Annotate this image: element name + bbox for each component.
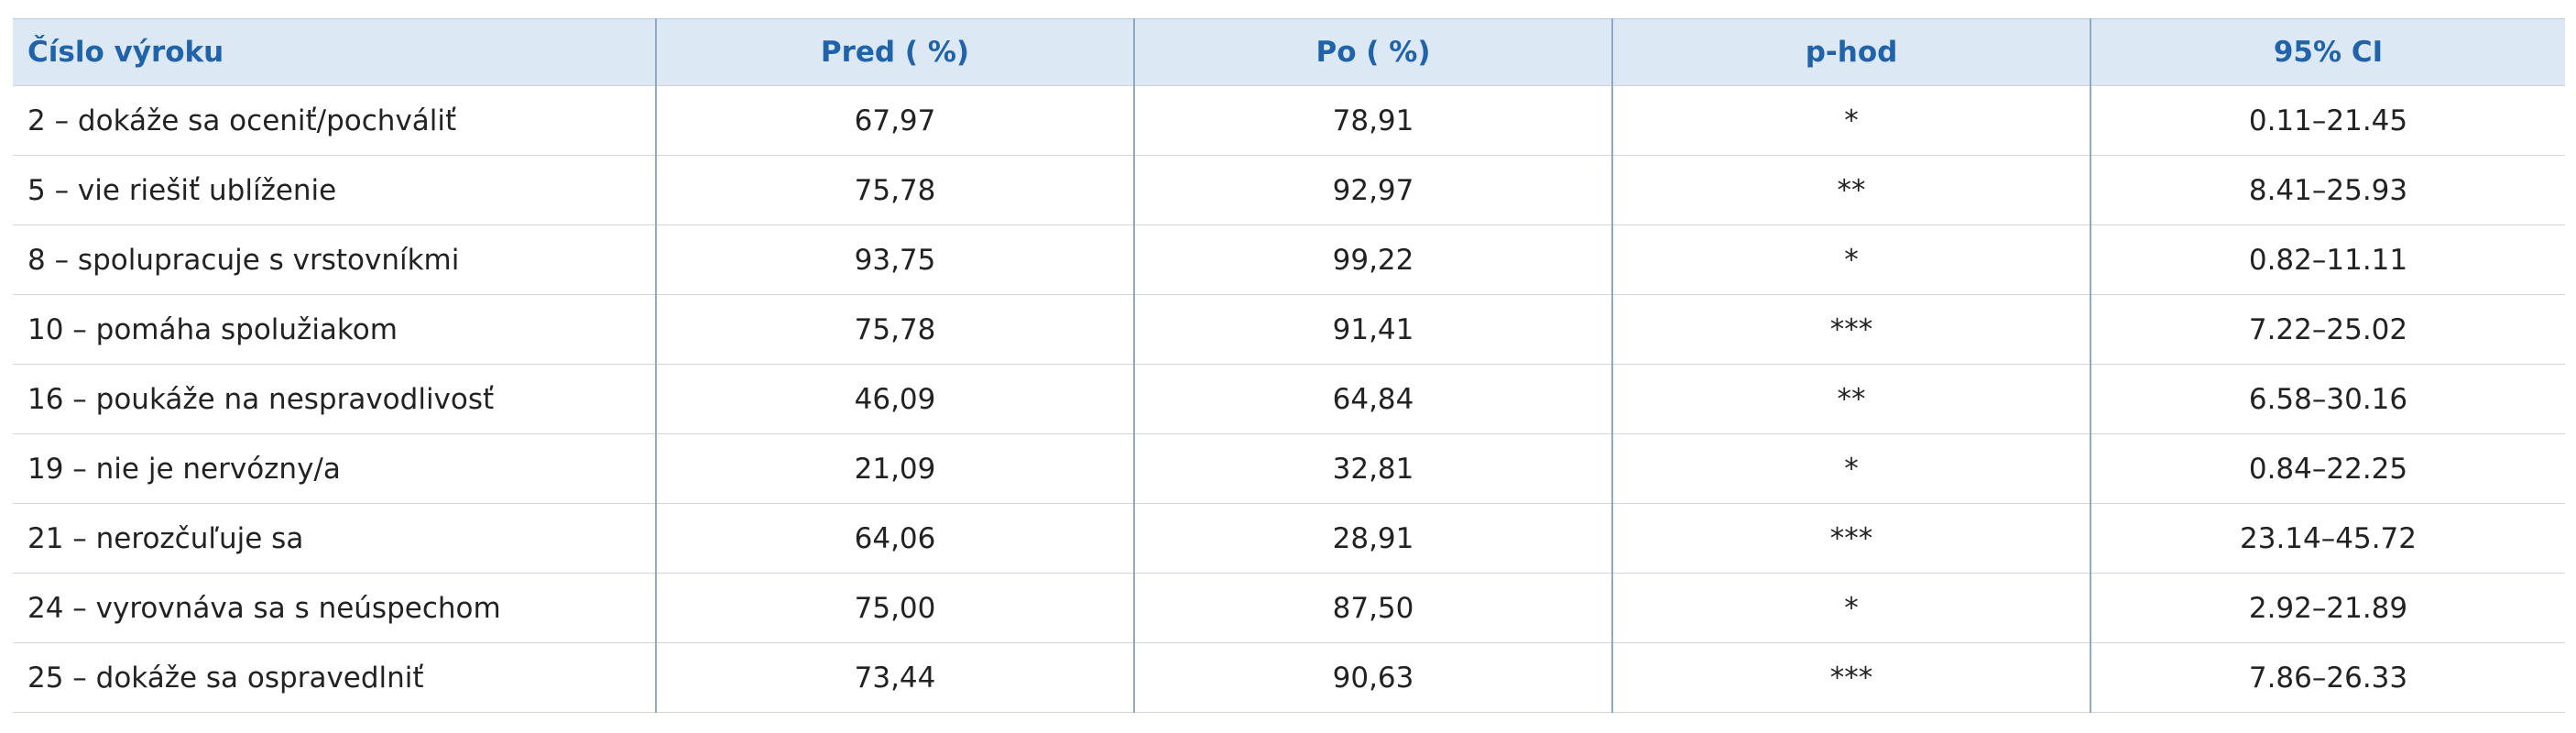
table-cell: 46,09 <box>655 364 1135 434</box>
table-cell: 23.14–45.72 <box>2090 503 2565 574</box>
table-cell: 0.11–21.45 <box>2090 85 2565 156</box>
header-cell: 95% CI <box>2090 18 2565 86</box>
table-cell: 24 – vyrovnáva sa s neúspechom <box>13 573 657 643</box>
table-row: 2 – dokáže sa oceniť/pochváliť 67,97 78,91… <box>13 85 2565 156</box>
table-cell: 90,63 <box>1133 642 1613 713</box>
table-cell: 67,97 <box>655 85 1135 156</box>
table-row: 10 – pomáha spolužiakom 75,78 91,41 *** 7.22… <box>13 294 2565 365</box>
table-cell: 7.22–25.02 <box>2090 294 2565 365</box>
table-cell: 64,06 <box>655 503 1135 574</box>
header-row: Číslo výroku Pred ( %) Po ( %) p-hod 95% CI <box>13 18 2565 86</box>
table-cell: 32,81 <box>1133 433 1613 504</box>
table-row: 8 – spolupracuje s vrstovníkmi 93,75 99,22… <box>13 224 2565 295</box>
table-cell: * <box>1611 433 2091 504</box>
table-cell: 8 – spolupracuje s vrstovníkmi <box>13 224 657 295</box>
table-cell: ** <box>1611 364 2091 434</box>
table-row: 24 – vyrovnáva sa s neúspechom 75,00 87,50… <box>13 573 2565 643</box>
table-cell: 2.92–21.89 <box>2090 573 2565 643</box>
table-cell: 78,91 <box>1133 85 1613 156</box>
table-row: 25 – dokáže sa ospravedlniť 73,44 90,63 ***… <box>13 642 2565 713</box>
table-cell: 0.82–11.11 <box>2090 224 2565 295</box>
table-cell: 25 – dokáže sa ospravedlniť <box>13 642 657 713</box>
table-cell: * <box>1611 85 2091 156</box>
table-cell: 87,50 <box>1133 573 1613 643</box>
table-cell: 10 – pomáha spolužiakom <box>13 294 657 365</box>
table-cell: *** <box>1611 642 2091 713</box>
results-table: Číslo výroku Pred ( %) Po ( %) p-hod 95% CI … <box>13 18 2565 713</box>
table-cell: 21,09 <box>655 433 1135 504</box>
table-cell: 21 – nerozčuľuje sa <box>13 503 657 574</box>
table-cell: 19 – nie je nervózny/a <box>13 433 657 504</box>
table-cell: 92,97 <box>1133 155 1613 225</box>
table-cell: *** <box>1611 294 2091 365</box>
table-cell: 99,22 <box>1133 224 1613 295</box>
table-cell: 28,91 <box>1133 503 1613 574</box>
table-cell: ** <box>1611 155 2091 225</box>
header-cell: Po ( %) <box>1133 18 1613 86</box>
header-cell: Číslo výroku <box>13 18 657 86</box>
table-cell: 75,78 <box>655 294 1135 365</box>
table-cell: 75,00 <box>655 573 1135 643</box>
table-cell: 8.41–25.93 <box>2090 155 2565 225</box>
table-cell: 6.58–30.16 <box>2090 364 2565 434</box>
header-cell: Pred ( %) <box>655 18 1135 86</box>
table-row: 5 – vie riešiť ublíženie 75,78 92,97 ** 8.41… <box>13 155 2565 225</box>
table-cell: 93,75 <box>655 224 1135 295</box>
table-cell: 91,41 <box>1133 294 1613 365</box>
table-cell: 64,84 <box>1133 364 1613 434</box>
table-cell: 75,78 <box>655 155 1135 225</box>
table-cell: 2 – dokáže sa oceniť/pochváliť <box>13 85 657 156</box>
table-row: 21 – nerozčuľuje sa 64,06 28,91 *** 23.14–45… <box>13 503 2565 574</box>
table-cell: *** <box>1611 503 2091 574</box>
table-row: 19 – nie je nervózny/a 21,09 32,81 * 0.84–22… <box>13 433 2565 504</box>
table-cell: 16 – poukáže na nespravodlivosť <box>13 364 657 434</box>
table-cell: 0.84–22.25 <box>2090 433 2565 504</box>
table-cell: 7.86–26.33 <box>2090 642 2565 713</box>
table-body: 2 – dokáže sa oceniť/pochváliť 67,97 78,91… <box>13 85 2565 713</box>
table-cell: 73,44 <box>655 642 1135 713</box>
table-cell: * <box>1611 573 2091 643</box>
table-cell: * <box>1611 224 2091 295</box>
table-cell: 5 – vie riešiť ublíženie <box>13 155 657 225</box>
header-cell: p-hod <box>1611 18 2091 86</box>
table-row: 16 – poukáže na nespravodlivosť 46,09 64,8… <box>13 364 2565 434</box>
